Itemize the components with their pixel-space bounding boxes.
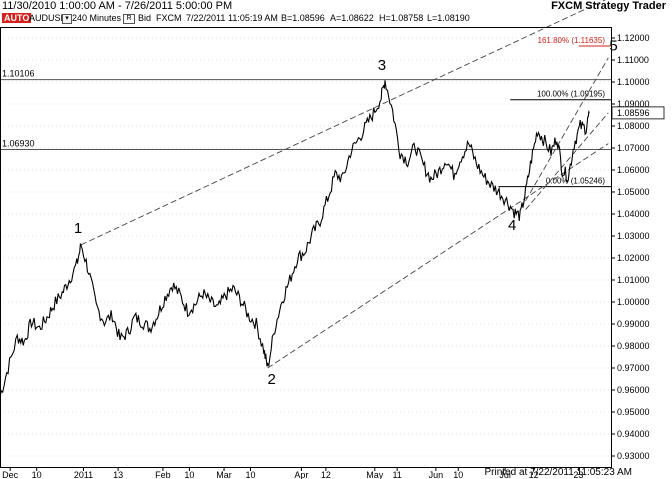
y-tick-label: 0.96000 [617,385,650,395]
x-tick-label: 2011 [74,470,93,479]
ask-readout: A=1.08622 [330,13,374,23]
wave-label: 3 [378,57,386,74]
time-label: 11:05:19 AM [228,13,278,23]
title-bar: 11/30/2010 1:00:00 AM - 7/26/2011 5:00:0… [0,0,672,13]
y-tick-label: 0.97000 [617,363,650,373]
wave-label: 4 [508,217,516,234]
wave-labels: 1 2 3 4 5 [74,38,618,388]
chart-toolbar: AUTO AUDUSD ▾ 240 Minutes R Bid FXCM 7/2… [0,13,672,24]
date-label: 7/22/2011 [186,13,226,23]
last-price-label: 1.08596 [617,108,650,118]
date-range: 11/30/2010 1:00:00 AM - 7/26/2011 5:00:0… [2,0,233,12]
levels: 1.10106 1.06930 161.80% (1.11635) 100.00% (… [0,36,611,188]
x-tick-label: Apr [294,470,308,479]
high-readout: H=1.08758 [379,13,424,23]
x-tick-label: 12 [529,470,539,479]
x-tick-label: 12 [321,470,331,479]
y-tick-label: 1.01000 [617,275,650,285]
x-tick-label: 11 [392,470,401,479]
printed-footer: Printed at 7/22/2011 11:05:23 AM [484,467,632,478]
fib-level-label: 100.00% (1.09195) [537,90,605,99]
horizontal-level-label: 1.06930 [2,139,35,149]
y-tick-label: 0.98000 [617,341,650,351]
plot-frame [0,27,612,468]
symbol-label: AUDUSD [29,13,68,23]
wave-label: 2 [267,371,275,388]
x-tick-label: 23 [573,470,583,479]
channel-line [267,143,609,369]
app-title: FXCM Strategy Trader [551,0,666,12]
price-mode-dropdown[interactable]: R [123,14,135,24]
y-tick-label: 1.09000 [617,99,650,109]
x-tick-label: Dec [2,470,19,479]
y-tick-label: 0.93000 [617,451,650,461]
y-tick-label: 0.95000 [617,407,650,417]
y-tick-label: 0.99000 [617,319,650,329]
x-tick-label: Mar [216,470,232,479]
axes: 1.12000 1.11000 1.10000 1.09000 1.08000 1.070… [0,27,665,479]
x-tick-label: 10 [453,470,463,479]
x-tick-label: 10 [184,470,194,479]
y-tick-label: 1.08000 [617,121,650,131]
x-tick-label: May [366,470,384,479]
horizontal-level-label: 1.10106 [2,69,35,79]
y-tick-label: 1.11000 [617,55,649,65]
last-price-box [611,106,665,120]
price-line [0,80,590,397]
y-tick-label: 1.00000 [617,297,650,307]
auto-badge[interactable]: AUTO [2,13,32,23]
y-tick-label: 1.03000 [617,231,650,241]
price-series [0,80,590,397]
wave-label: 1 [74,220,82,237]
channels [80,0,609,369]
low-readout: L=1.08190 [427,13,470,23]
x-tick-label: 10 [32,470,42,479]
x-tick-label: Feb [155,470,171,479]
side-label: Bid [138,13,152,23]
channel-line [525,57,609,202]
channel-line [525,112,609,210]
y-tick-label: 1.06000 [617,165,650,175]
symbol-dropdown-icon[interactable]: ▾ [62,14,72,24]
x-tick-label: 13 [113,470,123,479]
channel-line [80,0,606,246]
x-tick-label: Jul [499,470,511,479]
x-tick-label: Jun [429,470,444,479]
x-tick-label: 10 [246,470,256,479]
y-tick-label: 1.04000 [617,209,650,219]
y-tick-label: 1.05000 [617,187,650,197]
wave-label: 5 [609,38,617,55]
bid-readout: B=1.08596 [281,13,325,23]
fib-level-label: 0.00% (1.05246) [546,177,605,186]
y-tick-label: 0.94000 [617,429,650,439]
y-tick-label: 1.10000 [617,77,650,87]
fib-level-label: 161.80% (1.11635) [538,36,606,45]
grid [0,37,611,457]
y-tick-label: 1.07000 [617,143,650,153]
y-tick-label: 1.12000 [617,33,650,43]
broker-label: FXCM [156,13,182,23]
interval-label: 240 Minutes [72,13,122,23]
y-tick-label: 1.02000 [617,253,650,263]
